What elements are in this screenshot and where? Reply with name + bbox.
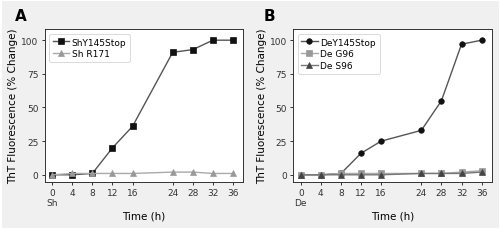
Line: De G96: De G96: [298, 168, 484, 178]
Line: ShY145Stop: ShY145Stop: [50, 38, 236, 178]
ShY145Stop: [110, 147, 116, 150]
Line: Sh R171: Sh R171: [50, 170, 236, 178]
Sh R171: [110, 172, 116, 175]
ShY145Stop: [210, 40, 216, 42]
De G96: [318, 174, 324, 176]
Legend: ShY145Stop, Sh R171: ShY145Stop, Sh R171: [49, 35, 130, 63]
DeY145Stop: [298, 174, 304, 176]
DeY145Stop: [378, 140, 384, 143]
DeY145Stop: [318, 174, 324, 176]
Text: A: A: [15, 9, 26, 24]
ShY145Stop: [69, 174, 75, 176]
Line: DeY145Stop: DeY145Stop: [298, 38, 484, 178]
X-axis label: Time (h): Time (h): [371, 211, 414, 221]
DeY145Stop: [358, 152, 364, 155]
ShY145Stop: [170, 52, 175, 55]
Sh R171: [190, 171, 196, 174]
DeY145Stop: [478, 40, 484, 42]
Y-axis label: ThT Fluorescence (% Change): ThT Fluorescence (% Change): [257, 29, 267, 183]
ShY145Stop: [90, 172, 96, 175]
Text: De: De: [294, 198, 307, 207]
Line: De S96: De S96: [298, 170, 484, 178]
ShY145Stop: [230, 40, 236, 42]
Sh R171: [230, 172, 236, 175]
Sh R171: [210, 172, 216, 175]
De S96: [358, 174, 364, 176]
Sh R171: [49, 174, 55, 176]
De G96: [458, 171, 464, 174]
Sh R171: [69, 172, 75, 175]
DeY145Stop: [418, 129, 424, 132]
De S96: [378, 174, 384, 176]
De S96: [438, 172, 444, 175]
Sh R171: [170, 171, 175, 174]
ShY145Stop: [130, 125, 136, 128]
De S96: [318, 174, 324, 176]
Sh R171: [90, 172, 96, 175]
De G96: [358, 172, 364, 175]
De S96: [478, 171, 484, 174]
Sh R171: [130, 172, 136, 175]
De S96: [418, 172, 424, 175]
DeY145Stop: [438, 100, 444, 103]
Y-axis label: ThT Fluorescence (% Change): ThT Fluorescence (% Change): [8, 29, 18, 183]
Text: Sh: Sh: [46, 198, 58, 207]
De G96: [418, 172, 424, 175]
De G96: [378, 172, 384, 175]
De S96: [298, 174, 304, 176]
DeY145Stop: [338, 172, 344, 175]
Text: B: B: [264, 9, 275, 24]
De G96: [338, 172, 344, 175]
De G96: [478, 170, 484, 172]
Legend: DeY145Stop, De G96, De S96: DeY145Stop, De G96, De S96: [298, 35, 380, 74]
De S96: [458, 172, 464, 175]
DeY145Stop: [458, 44, 464, 46]
ShY145Stop: [190, 49, 196, 52]
De S96: [338, 174, 344, 176]
De G96: [298, 174, 304, 176]
De G96: [438, 172, 444, 175]
X-axis label: Time (h): Time (h): [122, 211, 166, 221]
ShY145Stop: [49, 174, 55, 176]
